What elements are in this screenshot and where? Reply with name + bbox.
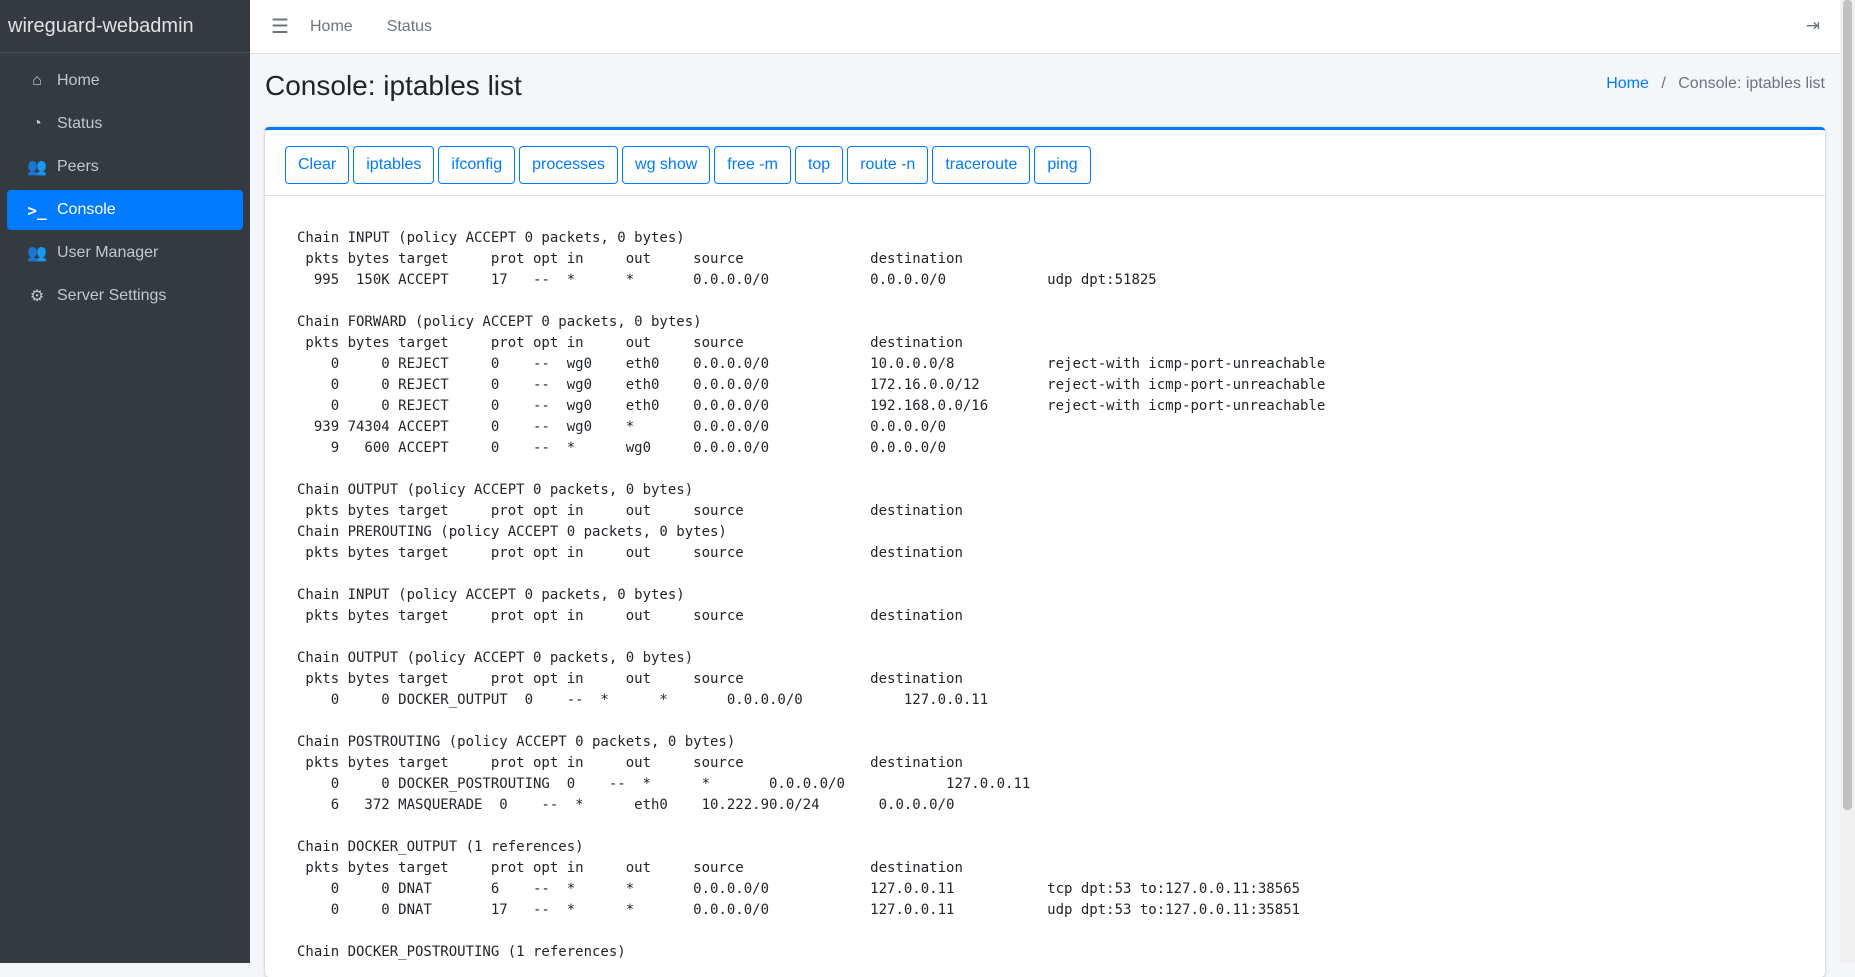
sidebar-item-user-manager[interactable]: 👥 User Manager <box>7 233 243 273</box>
breadcrumb-home[interactable]: Home <box>1606 75 1649 92</box>
breadcrumb: Home / Console: iptables list <box>1606 75 1825 93</box>
sidebar-item-label: Status <box>57 115 103 132</box>
page-scrollbar[interactable] <box>1840 0 1855 963</box>
page-title: Console: iptables list <box>265 70 522 101</box>
tachometer-icon: ◔ <box>32 115 42 132</box>
breadcrumb-current: Console: iptables list <box>1678 75 1825 92</box>
ifconfig-button[interactable]: ifconfig <box>438 146 516 184</box>
logout-icon[interactable]: ⇥ <box>1805 16 1820 35</box>
ping-button[interactable]: ping <box>1034 146 1091 184</box>
scrollbar-thumb[interactable] <box>1843 0 1852 810</box>
sidebar-item-label: Peers <box>57 158 99 175</box>
command-toolbar: Clear iptables ifconfig processes wg sho… <box>265 130 1825 196</box>
nav-link-status[interactable]: Status <box>386 17 433 35</box>
users-icon: 👥 <box>27 159 47 176</box>
hamburger-menu-icon[interactable]: ☰ <box>271 16 289 38</box>
wg-show-button[interactable]: wg show <box>622 146 711 184</box>
breadcrumb-separator: / <box>1661 75 1666 92</box>
terminal-icon: >_ <box>27 200 47 220</box>
sidebar-item-label: User Manager <box>57 244 159 261</box>
top-navbar: ☰ Home Status ⇥ <box>250 0 1840 54</box>
sidebar-item-label: Home <box>57 72 100 89</box>
cogs-icon: ⚙ <box>29 288 45 305</box>
console-card: Clear iptables ifconfig processes wg sho… <box>265 127 1825 977</box>
processes-button[interactable]: processes <box>519 146 619 184</box>
sidebar-item-console[interactable]: >_ Console <box>7 190 243 230</box>
brand-logo[interactable]: wireguard-webadmin <box>0 0 250 53</box>
user-group-icon: 👥 <box>27 245 47 262</box>
sidebar-item-server-settings[interactable]: ⚙ Server Settings <box>7 276 243 316</box>
nav-link-home[interactable]: Home <box>310 17 353 35</box>
iptables-button[interactable]: iptables <box>353 146 435 184</box>
free-m-button[interactable]: free -m <box>714 146 791 184</box>
sidebar-item-peers[interactable]: 👥 Peers <box>7 147 243 187</box>
clear-button[interactable]: Clear <box>285 146 350 184</box>
sidebar-item-label: Console <box>57 201 116 218</box>
home-icon: ⌂ <box>32 72 42 89</box>
sidebar-item-home[interactable]: ⌂ Home <box>7 61 243 101</box>
sidebar-nav: ⌂ Home ◔ Status 👥 Peers >_ Console 👥 User Man… <box>0 53 250 327</box>
console-output: Chain INPUT (policy ACCEPT 0 packets, 0 … <box>297 230 1326 960</box>
sidebar-item-status[interactable]: ◔ Status <box>7 104 243 144</box>
traceroute-button[interactable]: traceroute <box>932 146 1031 184</box>
sidebar-item-label: Server Settings <box>57 287 167 304</box>
sidebar: wireguard-webadmin ⌂ Home ◔ Status 👥 Peers … <box>0 0 250 963</box>
top-button[interactable]: top <box>794 146 844 184</box>
route-n-button[interactable]: route -n <box>847 146 929 184</box>
